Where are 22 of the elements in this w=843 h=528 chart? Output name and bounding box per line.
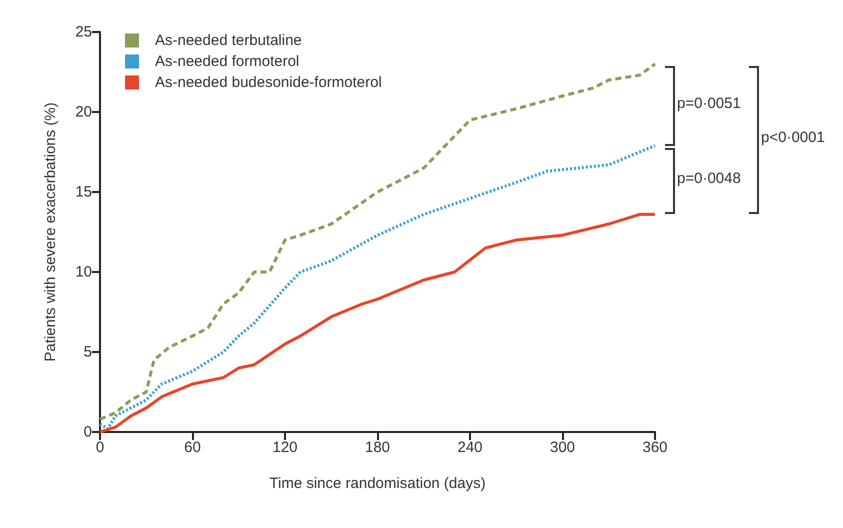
y-tick-label: 5	[84, 344, 92, 360]
text: p<0·0001	[761, 129, 825, 146]
text: p=0·0048	[677, 170, 741, 187]
x-tick-label: 240	[457, 439, 483, 456]
x-axis-title: Time since randomisation (days)	[269, 475, 486, 492]
legend-label: As-needed terbutaline	[155, 32, 302, 49]
line-series	[98, 144, 656, 430]
x-tick-label: 180	[364, 439, 390, 456]
y-tick-label: 20	[75, 104, 92, 120]
x-tick-label: 300	[550, 439, 576, 456]
legend-label: As-needed budesonide-formoterol	[155, 74, 382, 91]
x-tick-label: 360	[642, 439, 668, 456]
x-tick-label: 0	[96, 439, 104, 456]
text: p=0·0051	[677, 94, 741, 112]
x-tick-label: 120	[272, 439, 298, 456]
y-tick-label: 0	[84, 424, 92, 440]
y-tick-label: 15	[75, 184, 92, 200]
y-axis-title: Patients with severe exacerbations (%)	[42, 102, 59, 362]
y-tick-label: 25	[75, 24, 92, 40]
x-tick-label: 60	[184, 439, 201, 456]
y-tick-label: 10	[75, 264, 92, 280]
legend-label: As-needed formoterol	[155, 53, 300, 70]
